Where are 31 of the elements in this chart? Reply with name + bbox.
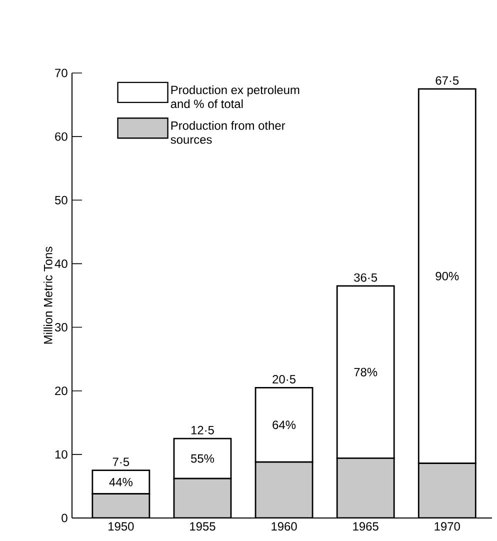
total-label: 7·5 xyxy=(112,458,130,466)
y-tick-label: 40 xyxy=(54,259,68,268)
total-label: 12·5 xyxy=(191,426,214,434)
y-tick-label: 30 xyxy=(54,323,68,332)
y-tick-label: 10 xyxy=(55,450,68,459)
y-tick-label: 0 xyxy=(62,514,68,522)
legend-label: Production from other sources xyxy=(170,121,286,144)
total-label: 36·5 xyxy=(354,273,378,282)
annotation: 78% xyxy=(354,368,378,376)
x-tick-label: 1955 xyxy=(190,522,216,531)
y-tick-label: 50 xyxy=(55,196,68,204)
total-label: 67·5 xyxy=(436,76,459,85)
annotation: 64% xyxy=(272,420,296,430)
annotation: 44% xyxy=(109,478,132,486)
bar xyxy=(418,462,476,518)
bar xyxy=(173,478,232,518)
x-tick-label: 1970 xyxy=(434,522,460,531)
x-tick-label: 1960 xyxy=(272,522,297,531)
y-tick-label: 60 xyxy=(55,132,68,141)
bar xyxy=(336,458,395,518)
y-tick-label: 70 xyxy=(55,68,68,78)
y-axis-title: Million Metric Tons xyxy=(44,246,52,344)
legend-label: Production ex petroleum and % of total xyxy=(170,85,300,108)
x-tick-label: 1965 xyxy=(353,522,378,531)
annotation: 90% xyxy=(436,272,459,280)
total-label: 20·5 xyxy=(272,375,296,384)
y-tick-label: 20 xyxy=(55,386,68,396)
bar xyxy=(92,493,150,518)
annotation: 55% xyxy=(191,454,214,463)
bar xyxy=(254,461,314,518)
x-tick-label: 1950 xyxy=(108,522,134,531)
